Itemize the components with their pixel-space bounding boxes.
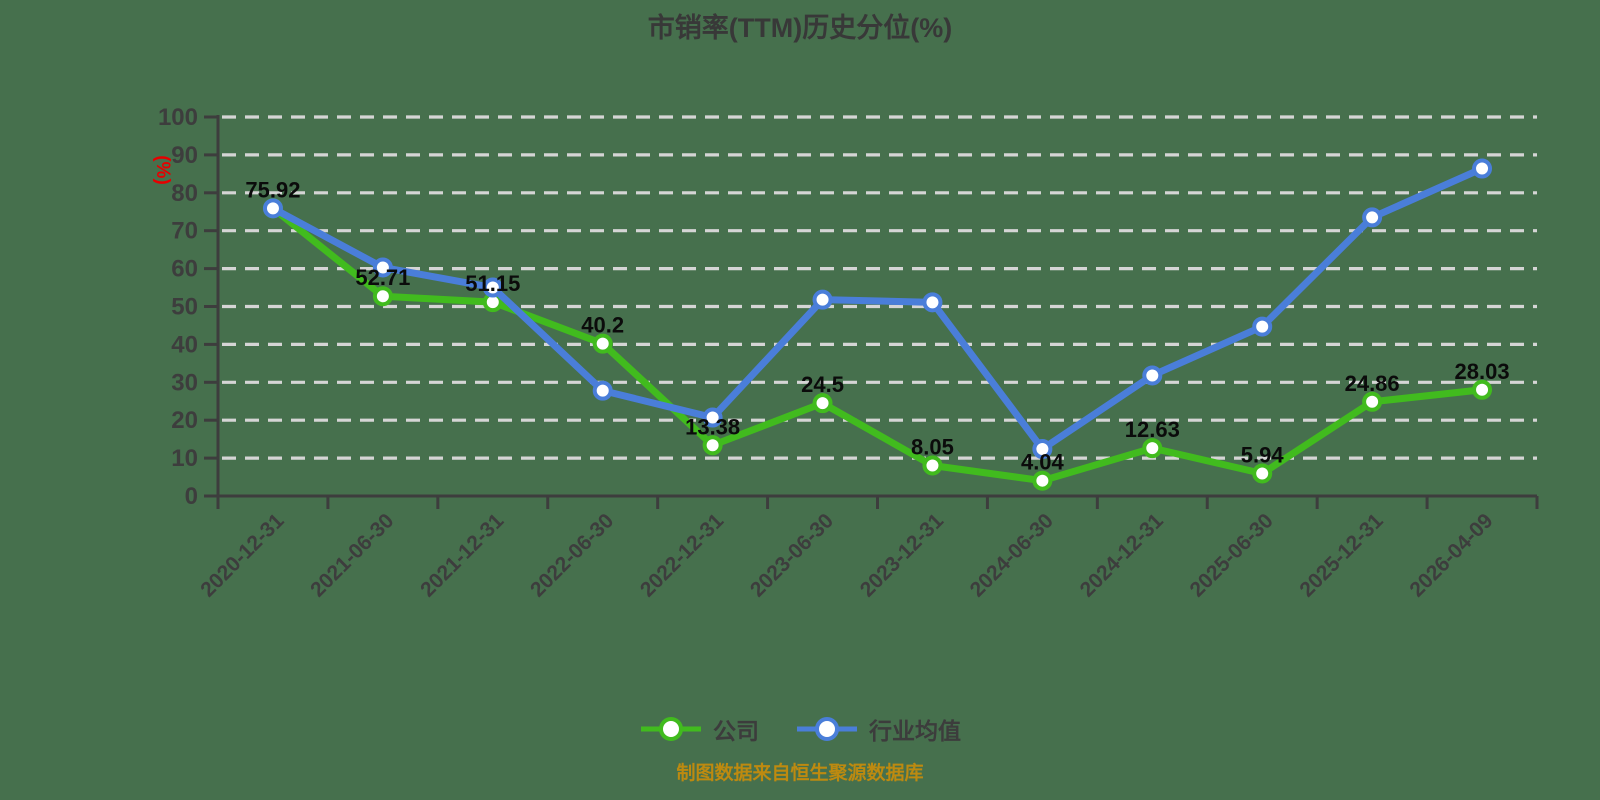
y-axis-ticks: 0 10 20 30 40 50 60 70 80 90 100	[158, 104, 218, 510]
x-tick-label: 2023-12-31	[856, 509, 948, 601]
data-point-label: 24.86	[1345, 371, 1400, 396]
chart-title: 市销率(TTM)历史分位(%)	[647, 13, 953, 43]
data-point-label: 52.71	[355, 265, 410, 290]
legend-item-公司[interactable]: 公司	[639, 712, 759, 746]
data-point-marker	[1472, 158, 1493, 179]
data-point-label: 4.04	[1021, 450, 1065, 475]
data-point-marker	[1362, 207, 1383, 228]
data-point-marker	[702, 407, 723, 428]
data-point-label: 12.63	[1125, 417, 1180, 442]
y-tick-label: 20	[171, 407, 198, 434]
y-tick-label: 40	[171, 331, 198, 358]
data-point-marker	[592, 333, 613, 354]
legend-line-marker-icon	[641, 717, 701, 741]
data-point-marker	[592, 380, 613, 401]
x-tick-label: 2025-12-31	[1295, 509, 1387, 601]
y-tick-label: 100	[158, 104, 198, 131]
x-tick-label: 2021-12-31	[416, 509, 508, 601]
x-tick-label: 2024-12-31	[1076, 509, 1168, 601]
data-source-note: 制图数据来自恒生聚源数据库	[676, 763, 924, 784]
x-tick-label: 2025-06-30	[1186, 509, 1278, 601]
data-point-label: 5.94	[1241, 442, 1285, 467]
legend-label: 公司	[713, 718, 759, 744]
series-行业均值	[262, 158, 1493, 460]
data-point-marker	[1142, 365, 1163, 386]
legend-item-行业均值[interactable]: 行业均值	[795, 712, 961, 746]
data-point-marker	[1032, 439, 1053, 460]
y-tick-label: 30	[171, 369, 198, 396]
x-tick-label: 2022-06-30	[526, 509, 618, 601]
series-line	[269, 165, 1486, 453]
data-point-marker	[1032, 470, 1053, 491]
x-tick-label: 2024-06-30	[966, 509, 1058, 601]
data-point-marker	[372, 257, 393, 278]
chart-legend: 公司 行业均值	[0, 712, 1600, 746]
x-tick-label: 2026-04-09	[1405, 509, 1497, 601]
data-point-marker	[702, 435, 723, 456]
y-tick-label: 70	[171, 218, 198, 245]
y-tick-label: 60	[171, 256, 198, 283]
x-tick-label: 2021-06-30	[306, 509, 398, 601]
y-tick-label: 0	[185, 483, 198, 510]
y-tick-label: 90	[171, 142, 198, 169]
data-point-label: 40.2	[581, 313, 624, 338]
data-point-marker	[1472, 379, 1493, 400]
y-axis-unit-label: (%)	[152, 155, 173, 185]
y-tick-label: 10	[171, 445, 198, 472]
x-tick-label: 2022-12-31	[636, 509, 728, 601]
data-point-marker	[1252, 463, 1273, 484]
data-point-label: 24.5	[801, 372, 844, 397]
data-point-marker	[1142, 438, 1163, 459]
legend-line-marker-icon	[797, 717, 857, 741]
x-tick-label: 2020-12-31	[196, 509, 288, 601]
data-point-marker	[922, 455, 943, 476]
data-point-marker	[812, 289, 833, 310]
data-point-label: 13.38	[685, 414, 740, 439]
series-line	[269, 204, 1486, 485]
data-point-label: 51.15	[465, 271, 520, 296]
x-tick-label: 2023-06-30	[746, 509, 838, 601]
data-point-marker	[1252, 316, 1273, 337]
data-point-label: 28.03	[1455, 359, 1510, 384]
y-tick-label: 80	[171, 180, 198, 207]
data-point-marker	[1362, 391, 1383, 412]
y-tick-label: 50	[171, 294, 198, 321]
data-point-label: 75.92	[245, 177, 300, 202]
data-point-marker	[812, 393, 833, 414]
x-axis-ticks: 2020-12-31 2021-06-30 2021-12-31 2022-06-30…	[196, 496, 1539, 601]
data-point-marker	[922, 292, 943, 313]
gridlines	[222, 115, 1537, 460]
data-point-marker	[262, 198, 283, 219]
legend-label: 行业均值	[869, 718, 961, 744]
data-point-label: 8.05	[911, 434, 954, 459]
data-point-marker	[372, 286, 393, 307]
series-labels-公司: 75.92 52.71 51.15 40.2 13.38 24.5 8.05 4.04 12.6…	[245, 177, 1509, 474]
data-point-marker	[482, 277, 503, 298]
